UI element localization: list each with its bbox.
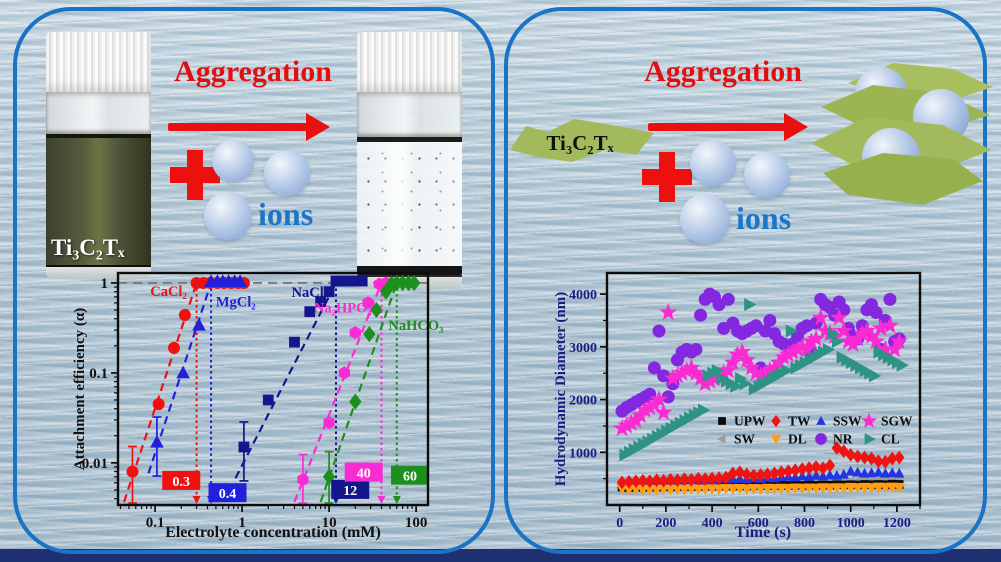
plot-frame <box>116 271 430 507</box>
vial-cap <box>357 32 462 92</box>
vial-before-photo: Ti₃C₂Tₓ <box>46 32 151 279</box>
ion-sphere-icon <box>212 140 254 182</box>
ccc-value: 60 <box>403 470 417 485</box>
x-tick-label: 1200 <box>883 516 911 531</box>
ccc-value-box <box>344 462 383 482</box>
y-axis-label: Attachment efficiency (α) <box>72 308 88 470</box>
right-panel-frame <box>504 7 987 554</box>
x-tick-label: 0.1 <box>146 515 165 531</box>
y-tick-label: 1000 <box>569 446 597 461</box>
sediment-band <box>357 266 462 275</box>
ccc-arrow <box>192 496 201 504</box>
mxene-suspension <box>46 134 151 265</box>
y-tick-label: 4000 <box>569 288 597 303</box>
arrow-head <box>784 113 808 141</box>
arrow-shaft <box>168 123 308 131</box>
ion-sphere-icon <box>744 152 790 198</box>
vial-cap <box>46 32 151 92</box>
arrow-head <box>306 113 330 141</box>
ccc-value: 40 <box>357 467 371 482</box>
ccc-value: 0.3 <box>173 475 191 490</box>
x-axis-label: Electrolyte concentration (mM) <box>165 524 381 541</box>
arrow-shaft <box>648 123 786 131</box>
legend-label: DL <box>788 432 807 447</box>
x-tick-label: 1 <box>238 515 246 531</box>
plus-icon <box>642 152 692 202</box>
legend-label: TW <box>788 414 811 429</box>
series-label: Na₂HPO₄ <box>314 300 372 316</box>
ccc-value: 0.4 <box>219 487 237 502</box>
x-tick-label: 0 <box>616 516 623 531</box>
ion-sphere-icon <box>204 192 252 240</box>
legend-label: SSW <box>833 414 862 429</box>
trend-line <box>293 282 383 503</box>
legend-label: UPW <box>734 414 766 429</box>
mxene-flake-label: Ti₃C₂Tₓ <box>546 131 614 155</box>
aggregation-title-left: Aggregation <box>174 55 332 88</box>
ccc-value-box <box>208 483 247 503</box>
x-tick-label: 200 <box>655 516 676 531</box>
mxene-vial-label: Ti₃C₂Tₓ <box>51 235 125 260</box>
plot-frame <box>605 271 922 507</box>
mxene-flake-icon: Ti₃C₂Tₓ <box>510 119 654 162</box>
x-tick-label: 10 <box>322 515 337 531</box>
y-tick-label: 3000 <box>569 341 597 356</box>
legend-label: NR <box>833 432 853 447</box>
ions-label-right: ions <box>736 200 792 236</box>
x-tick-label: 600 <box>748 516 769 531</box>
ccc-value-box <box>162 470 201 490</box>
trend-line <box>234 282 337 479</box>
y-axis-label: Hydrodynamic Diameter (nm) <box>553 292 569 486</box>
ion-sphere-icon <box>680 194 730 244</box>
legend-label: SGW <box>881 414 913 429</box>
ccc-value-box <box>331 479 370 499</box>
ccc-value-box <box>390 465 429 485</box>
legend-label: CL <box>881 432 900 447</box>
attachment-efficiency-chart: CaCl₂ 0.3 MgCl₂ 0.4 NaCl 12 Na₂HPO₄ 40 NaHCO₃ 60 0… <box>72 271 444 541</box>
aggregated-clear-liquid <box>357 137 462 266</box>
y-tick-label: 2000 <box>569 394 597 409</box>
vial-after-photo <box>357 32 462 289</box>
ion-sphere-icon <box>690 140 736 186</box>
legend-label: SW <box>734 432 756 447</box>
series-label: MgCl₂ <box>216 294 256 310</box>
ccc-arrow <box>377 496 386 504</box>
y-tick-label: 0.1 <box>89 366 108 382</box>
y-tick-label: 0.01 <box>82 456 108 472</box>
ccc-arrow <box>392 496 401 504</box>
series-label: CaCl₂ <box>150 284 187 300</box>
x-tick-label: 400 <box>702 516 723 531</box>
series-label: NaCl <box>292 285 324 301</box>
aggregation-title-right: Aggregation <box>644 55 802 88</box>
vial-neck <box>46 92 151 134</box>
left-panel-frame <box>13 7 495 554</box>
hydrodynamic-diameter-chart: 0 200 400 600 800 1000 1200 1000 2000 3000 4000 Tim… <box>553 271 922 541</box>
x-tick-label: 800 <box>794 516 815 531</box>
y-tick-label: 1 <box>101 276 109 292</box>
x-axis-label: Time (s) <box>735 524 791 541</box>
vial-neck <box>357 92 462 137</box>
series-label: NaHCO₃ <box>388 318 444 334</box>
aggregated-flakes-icon <box>811 63 993 205</box>
ion-sphere-icon <box>264 150 310 196</box>
vial-base <box>46 265 151 279</box>
ccc-value: 12 <box>343 484 357 499</box>
x-tick-label: 1000 <box>837 516 865 531</box>
x-tick-label: 100 <box>405 515 428 531</box>
plus-icon <box>170 150 220 200</box>
ions-label-left: ions <box>258 196 314 232</box>
